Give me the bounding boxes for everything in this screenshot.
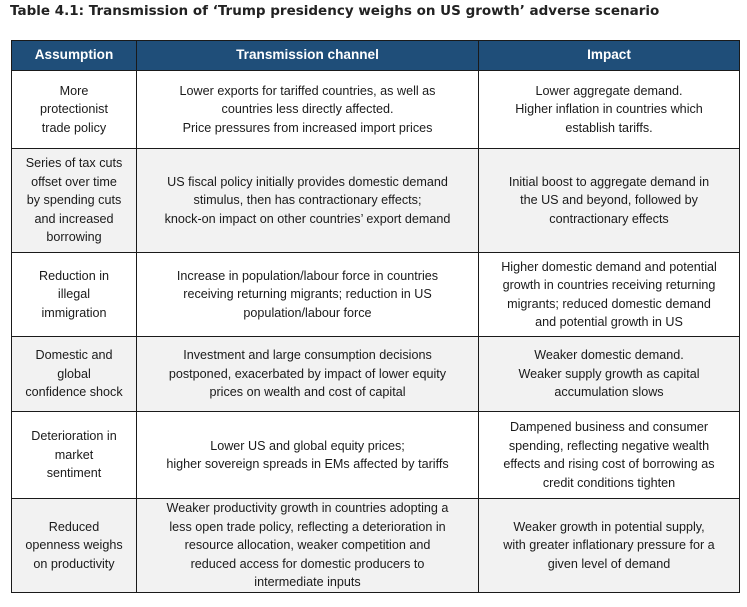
cell-line: population/labour force <box>243 305 372 320</box>
cell-line: Increase in population/labour force in c… <box>176 268 439 283</box>
cell-line: and potential growth in US <box>535 315 683 329</box>
table-header-row: Assumption Transmission channel Impact <box>11 40 740 71</box>
cell-line: Dampened business and consumer <box>509 420 709 434</box>
table-row: Domestic and global confidence shock Inv… <box>11 336 740 412</box>
cell-line: knock-on impact on other countries’ expo… <box>164 211 451 226</box>
cell-line: openness weighs <box>25 538 123 553</box>
table-title: Table 4.1: Transmission of ‘Trump presid… <box>10 3 660 19</box>
cell-line: effects and rising cost of borrowing as <box>503 457 715 471</box>
cell-line: migrants; reduced domestic demand <box>507 296 711 311</box>
cell-line: Lower exports for tariffed countries, as… <box>179 83 436 98</box>
cell-line: resource allocation, weaker competition … <box>184 538 431 553</box>
cell-line: protectionist <box>40 102 108 117</box>
assumption-cell: More protectionist trade policy <box>11 70 137 149</box>
cell-line: higher sovereign spreads in EMs affected… <box>166 457 449 471</box>
cell-line: postponed, exacerbated by impact of lowe… <box>168 366 447 381</box>
table-row: Reduction in illegal immigration Increas… <box>11 252 740 337</box>
cell-line: less open trade policy, reflecting a det… <box>169 519 446 534</box>
table-row: Reduced openness weighs on productivity … <box>11 498 740 593</box>
cell-line: global <box>57 366 91 381</box>
header-transmission-channel: Transmission channel <box>136 40 479 71</box>
cell-line: US fiscal policy initially provides dome… <box>167 174 448 189</box>
cell-line: Reduction in <box>38 268 109 283</box>
cell-line: receiving returning migrants; reduction … <box>183 287 432 302</box>
cell-line: Lower US and global equity prices; <box>210 438 405 453</box>
assumption-cell: Domestic and global confidence shock <box>11 336 137 412</box>
channel-cell: Lower exports for tariffed countries, as… <box>136 70 479 149</box>
table-row: More protectionist trade policy Lower ex… <box>11 70 740 149</box>
cell-line: prices on wealth and cost of capital <box>209 385 406 400</box>
cell-line: Higher inflation in countries which <box>515 102 703 117</box>
channel-cell: Increase in population/labour force in c… <box>136 252 479 337</box>
cell-line: and increased <box>34 211 114 226</box>
channel-cell: US fiscal policy initially provides dome… <box>136 148 479 253</box>
transmission-table: Assumption Transmission channel Impact M… <box>11 40 740 593</box>
cell-line: the US and beyond, followed by <box>520 193 698 208</box>
cell-line: reduced access for domestic producers to <box>190 556 425 571</box>
cell-line: Price pressures from increased import pr… <box>182 120 433 135</box>
cell-line: Deterioration in <box>31 429 117 444</box>
impact-cell: Weaker domestic demand. Weaker supply gr… <box>478 336 740 412</box>
cell-line: More <box>59 83 89 98</box>
cell-line: Investment and large consumption decisio… <box>183 348 432 363</box>
cell-line: spending, reflecting negative wealth <box>508 438 710 453</box>
channel-cell: Investment and large consumption decisio… <box>136 336 479 412</box>
cell-line: Lower aggregate demand. <box>535 83 683 98</box>
cell-line: immigration <box>41 305 107 320</box>
cell-line: contractionary effects <box>549 211 669 226</box>
impact-cell: Initial boost to aggregate demand in the… <box>478 148 740 253</box>
header-assumption: Assumption <box>11 40 137 71</box>
cell-line: borrowing <box>46 230 102 245</box>
impact-cell: Dampened business and consumer spending,… <box>478 411 740 499</box>
cell-line: countries less directly affected. <box>221 102 394 117</box>
cell-line: credit conditions tighten <box>542 475 676 490</box>
cell-line: intermediate inputs <box>254 575 361 590</box>
assumption-cell: Series of tax cuts offset over time by s… <box>11 148 137 253</box>
cell-line: growth in countries receiving returning <box>502 278 716 292</box>
table-row: Series of tax cuts offset over time by s… <box>11 148 740 253</box>
cell-line: Weaker supply growth as capital <box>518 366 700 381</box>
cell-line: Domestic and <box>35 348 113 363</box>
impact-cell: Weaker growth in potential supply, with … <box>478 498 740 593</box>
cell-line: accumulation slows <box>554 385 664 400</box>
assumption-cell: Deterioration in market sentiment <box>11 411 137 499</box>
cell-line: confidence shock <box>25 385 123 400</box>
cell-line: sentiment <box>46 466 102 481</box>
cell-line: market <box>54 447 94 462</box>
channel-cell: Lower US and global equity prices; highe… <box>136 411 479 499</box>
cell-line: Weaker productivity growth in countries … <box>166 501 449 516</box>
cell-line: on productivity <box>33 556 115 571</box>
assumption-cell: Reduction in illegal immigration <box>11 252 137 337</box>
assumption-cell: Reduced openness weighs on productivity <box>11 498 137 593</box>
cell-line: trade policy <box>41 120 107 135</box>
channel-cell: Weaker productivity growth in countries … <box>136 498 479 593</box>
cell-line: offset over time <box>31 174 117 189</box>
cell-line: by spending cuts <box>26 193 122 208</box>
cell-line: with greater inflationary pressure for a <box>503 538 715 553</box>
impact-cell: Lower aggregate demand. Higher inflation… <box>478 70 740 149</box>
cell-line: Higher domestic demand and potential <box>501 259 717 274</box>
cell-line: stimulus, then has contractionary effect… <box>193 193 422 208</box>
cell-line: Weaker domestic demand. <box>534 348 684 363</box>
cell-line: establish tariffs. <box>565 120 653 135</box>
cell-line: Weaker growth in potential supply, <box>513 519 705 534</box>
impact-cell: Higher domestic demand and potential gro… <box>478 252 740 337</box>
cell-line: Series of tax cuts <box>25 156 123 171</box>
cell-line: Initial boost to aggregate demand in <box>508 174 710 189</box>
cell-line: given level of demand <box>547 556 671 571</box>
header-impact: Impact <box>478 40 740 71</box>
cell-line: Reduced <box>48 519 100 534</box>
cell-line: illegal <box>57 287 91 302</box>
table-row: Deterioration in market sentiment Lower … <box>11 411 740 499</box>
